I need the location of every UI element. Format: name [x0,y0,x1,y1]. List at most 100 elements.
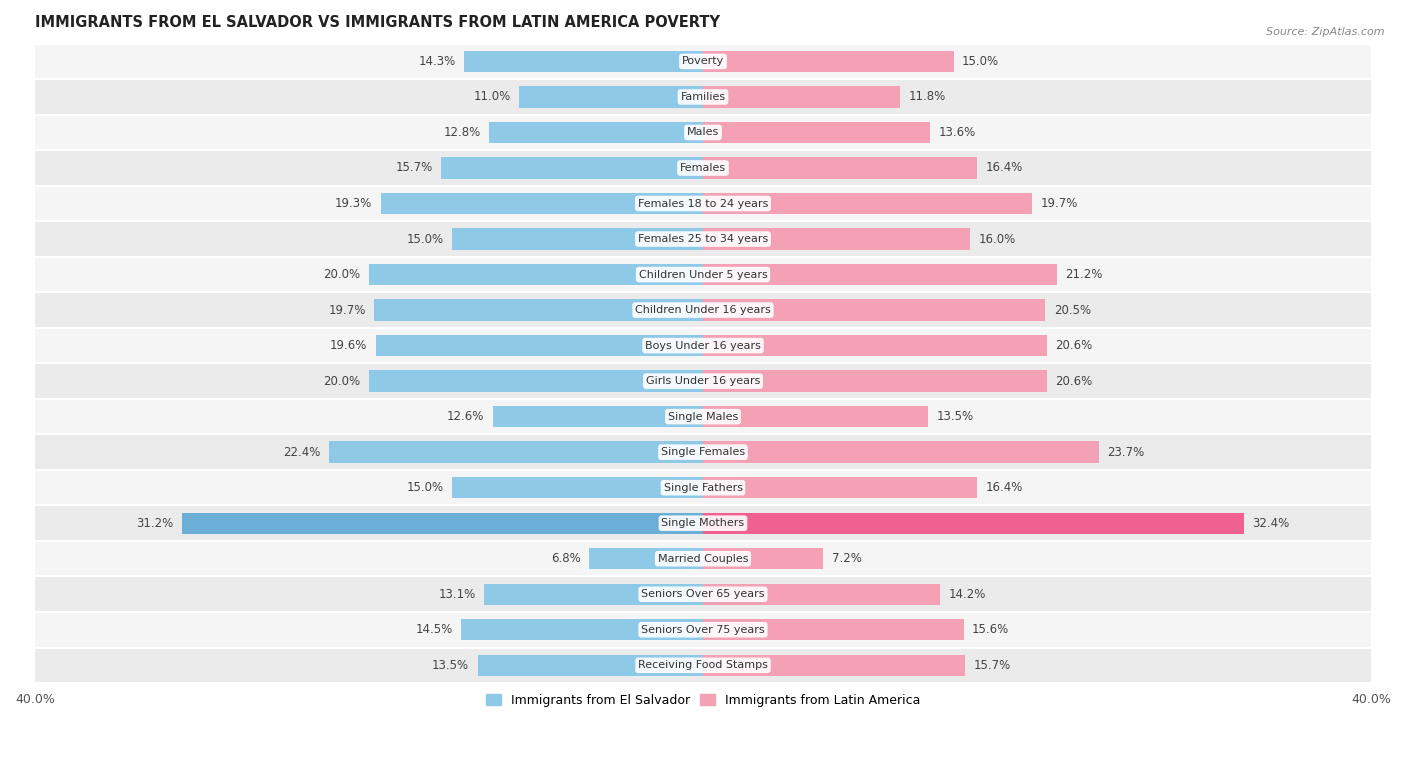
Text: 15.7%: 15.7% [395,161,433,174]
Bar [519,86,703,108]
Bar [703,619,963,641]
Bar [464,51,703,72]
Bar [703,584,941,605]
Text: 15.0%: 15.0% [406,233,444,246]
Text: 15.0%: 15.0% [962,55,1000,68]
Bar [35,150,1371,186]
Text: 19.7%: 19.7% [328,303,366,317]
Bar [589,548,703,569]
Bar [35,399,1371,434]
Bar [703,512,1244,534]
Text: Single Females: Single Females [661,447,745,457]
Bar [35,79,1371,114]
Bar [35,44,1371,79]
Bar [703,441,1099,463]
Text: 20.6%: 20.6% [1056,339,1092,352]
Text: IMMIGRANTS FROM EL SALVADOR VS IMMIGRANTS FROM LATIN AMERICA POVERTY: IMMIGRANTS FROM EL SALVADOR VS IMMIGRANT… [35,15,720,30]
Text: 15.6%: 15.6% [972,623,1010,636]
Bar [35,506,1371,541]
Bar [484,584,703,605]
Text: 16.4%: 16.4% [986,481,1022,494]
Bar [35,577,1371,612]
Text: Females: Females [681,163,725,173]
Bar [181,512,703,534]
Bar [703,477,977,498]
Text: Married Couples: Married Couples [658,553,748,564]
Bar [453,477,703,498]
Bar [441,158,703,179]
Bar [703,86,900,108]
Bar [368,371,703,392]
Text: 22.4%: 22.4% [283,446,321,459]
Text: 7.2%: 7.2% [831,553,862,565]
Text: 15.7%: 15.7% [973,659,1011,672]
Text: Poverty: Poverty [682,56,724,67]
Bar [703,406,928,428]
Text: 20.0%: 20.0% [323,374,360,387]
Bar [703,158,977,179]
Bar [35,470,1371,506]
Bar [35,612,1371,647]
Bar [703,371,1047,392]
Text: 13.5%: 13.5% [936,410,974,423]
Text: Seniors Over 75 years: Seniors Over 75 years [641,625,765,634]
Text: Seniors Over 65 years: Seniors Over 65 years [641,589,765,600]
Bar [35,221,1371,257]
Bar [35,327,1371,363]
Text: 16.0%: 16.0% [979,233,1015,246]
Text: Girls Under 16 years: Girls Under 16 years [645,376,761,386]
Bar [35,293,1371,327]
Text: Single Fathers: Single Fathers [664,483,742,493]
Text: Males: Males [688,127,718,137]
Text: 15.0%: 15.0% [406,481,444,494]
Text: 20.5%: 20.5% [1053,303,1091,317]
Text: Receiving Food Stamps: Receiving Food Stamps [638,660,768,670]
Bar [35,434,1371,470]
Text: 14.5%: 14.5% [415,623,453,636]
Text: 32.4%: 32.4% [1253,517,1289,530]
Bar [703,335,1047,356]
Bar [368,264,703,285]
Bar [375,335,703,356]
Bar [489,122,703,143]
Text: Children Under 16 years: Children Under 16 years [636,305,770,315]
Text: 6.8%: 6.8% [551,553,581,565]
Bar [703,299,1046,321]
Text: Females 25 to 34 years: Females 25 to 34 years [638,234,768,244]
Text: 23.7%: 23.7% [1107,446,1144,459]
Text: 20.0%: 20.0% [323,268,360,281]
Bar [453,228,703,249]
Text: 11.0%: 11.0% [474,90,510,103]
Text: Single Males: Single Males [668,412,738,421]
Text: Source: ZipAtlas.com: Source: ZipAtlas.com [1267,27,1385,36]
Text: 14.3%: 14.3% [419,55,456,68]
Text: 13.5%: 13.5% [432,659,470,672]
Text: 12.6%: 12.6% [447,410,484,423]
Bar [703,548,824,569]
Bar [35,186,1371,221]
Bar [703,264,1057,285]
Bar [35,114,1371,150]
Text: 11.8%: 11.8% [908,90,946,103]
Text: 12.8%: 12.8% [444,126,481,139]
Text: Females 18 to 24 years: Females 18 to 24 years [638,199,768,208]
Text: 21.2%: 21.2% [1066,268,1102,281]
Text: Single Mothers: Single Mothers [661,518,745,528]
Text: Families: Families [681,92,725,102]
Text: 31.2%: 31.2% [136,517,173,530]
Bar [35,363,1371,399]
Bar [329,441,703,463]
Text: 16.4%: 16.4% [986,161,1022,174]
Text: 19.6%: 19.6% [330,339,367,352]
Text: 19.7%: 19.7% [1040,197,1078,210]
Bar [703,122,931,143]
Bar [703,51,953,72]
Text: 13.6%: 13.6% [938,126,976,139]
Bar [381,193,703,215]
Text: Boys Under 16 years: Boys Under 16 years [645,340,761,351]
Bar [35,257,1371,293]
Bar [478,655,703,676]
Bar [492,406,703,428]
Text: 14.2%: 14.2% [949,587,986,601]
Text: 19.3%: 19.3% [335,197,373,210]
